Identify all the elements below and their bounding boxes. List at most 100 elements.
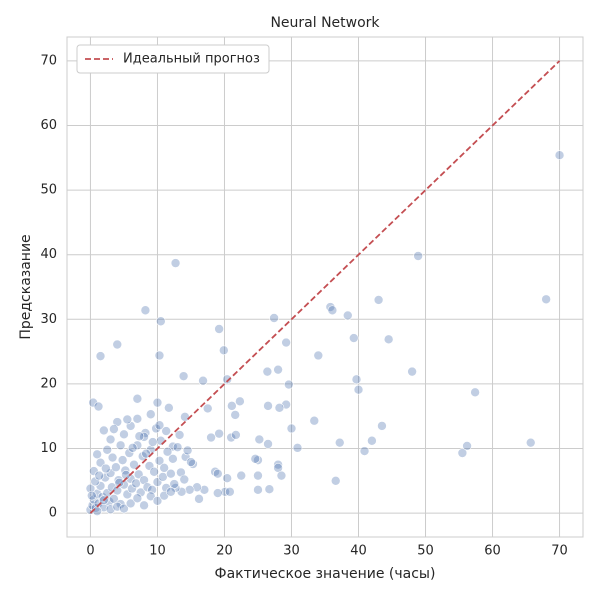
point: [264, 484, 275, 494]
point: [284, 379, 294, 390]
point: [367, 435, 377, 446]
point: [281, 337, 291, 348]
point: [117, 455, 128, 465]
point: [377, 421, 387, 431]
point: [129, 459, 139, 470]
point: [253, 485, 263, 495]
point: [140, 305, 151, 316]
point: [273, 364, 283, 375]
point: [156, 316, 166, 327]
point: [263, 401, 273, 411]
point: [140, 428, 151, 438]
point: [141, 448, 151, 459]
point: [111, 462, 121, 473]
point: [92, 449, 102, 460]
point: [166, 486, 176, 497]
point: [407, 366, 417, 377]
y-tick-label: 30: [40, 312, 57, 327]
point: [541, 294, 551, 305]
point: [212, 468, 223, 479]
point: [313, 350, 324, 361]
point: [162, 446, 173, 457]
point: [470, 387, 480, 398]
point: [145, 491, 156, 502]
point: [383, 334, 394, 345]
point: [86, 490, 97, 501]
point: [142, 482, 153, 493]
point: [359, 446, 370, 456]
point: [254, 434, 265, 445]
y-tick-label: 50: [40, 183, 57, 198]
point: [94, 470, 104, 481]
point: [105, 434, 116, 445]
point: [127, 443, 138, 453]
point: [186, 457, 196, 467]
point: [457, 448, 468, 458]
x-axis-label: Фактическое значение (часы): [215, 566, 436, 582]
point: [226, 432, 236, 443]
point: [274, 403, 285, 413]
y-tick-label: 10: [40, 441, 57, 456]
point: [122, 414, 133, 425]
point: [99, 425, 109, 436]
point: [135, 487, 146, 498]
point: [353, 384, 364, 395]
point: [152, 397, 163, 408]
point: [159, 463, 169, 473]
point: [114, 477, 125, 488]
point: [327, 305, 338, 316]
point: [253, 455, 263, 465]
point: [127, 483, 137, 494]
point: [330, 475, 341, 486]
point: [109, 424, 119, 434]
point: [95, 351, 106, 361]
legend-label: Идеальный прогноз: [123, 52, 260, 67]
point: [134, 431, 145, 442]
point: [119, 503, 129, 514]
point: [334, 437, 345, 448]
point: [170, 258, 181, 268]
point: [262, 366, 273, 377]
point: [276, 470, 287, 481]
point: [154, 350, 165, 361]
point: [139, 500, 149, 511]
point: [253, 470, 263, 481]
point: [222, 473, 232, 484]
chart-title: Neural Network: [270, 15, 380, 31]
point: [154, 420, 165, 431]
point: [107, 452, 118, 463]
point: [115, 440, 126, 451]
point: [178, 371, 189, 381]
point: [92, 506, 102, 516]
plot-frame: [66, 36, 584, 538]
point: [179, 474, 190, 485]
point: [212, 488, 223, 498]
point: [222, 374, 232, 385]
point: [119, 429, 129, 440]
point: [554, 150, 565, 161]
point: [131, 478, 141, 489]
point: [214, 324, 224, 334]
y-axis-label: Предсказание: [18, 234, 34, 339]
x-tick-label: 60: [484, 544, 501, 559]
x-tick-label: 70: [551, 544, 568, 559]
point: [230, 410, 241, 420]
legend-box: [76, 44, 270, 74]
point: [184, 485, 195, 495]
point: [225, 486, 235, 497]
point: [182, 445, 193, 456]
point: [164, 403, 174, 413]
point: [202, 403, 213, 414]
point: [161, 426, 171, 436]
x-tick-label: 30: [283, 544, 300, 559]
y-tick-label: 60: [40, 118, 57, 133]
point: [154, 455, 165, 466]
point: [132, 493, 143, 504]
x-tick-label: 20: [216, 544, 233, 559]
x-tick-label: 0: [86, 544, 94, 559]
point: [158, 472, 168, 482]
point: [172, 442, 183, 453]
point: [125, 498, 136, 509]
point: [199, 485, 210, 495]
